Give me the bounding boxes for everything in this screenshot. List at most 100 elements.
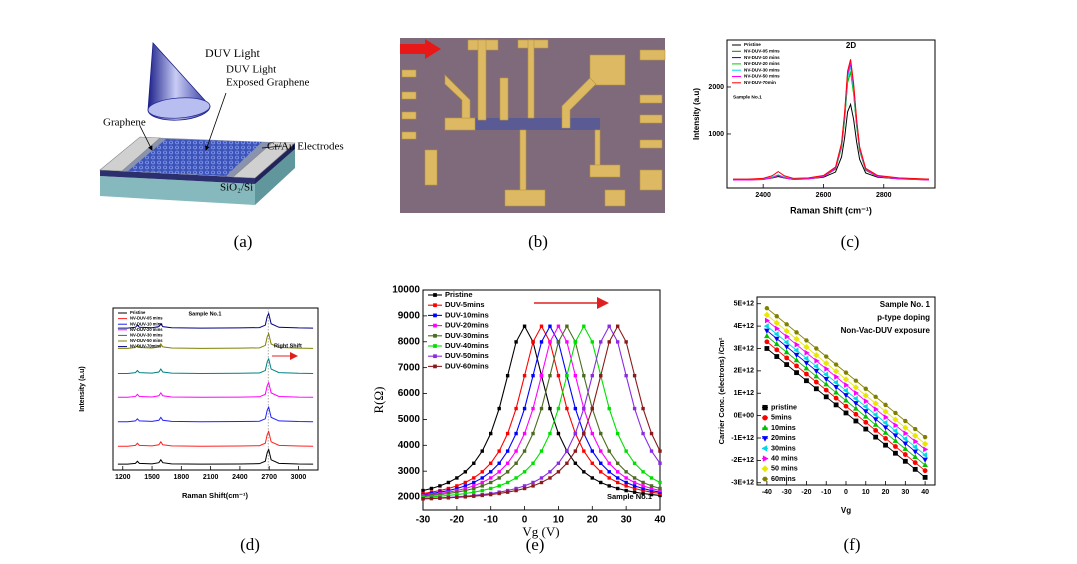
- annotation: Sample No.1: [607, 492, 652, 501]
- data-point: [843, 393, 849, 399]
- data-point: [590, 373, 594, 378]
- data-point: [823, 354, 829, 359]
- data-point: [862, 413, 869, 419]
- data-point: [472, 486, 476, 491]
- data-point: [615, 340, 620, 344]
- data-point: [615, 486, 620, 491]
- pad: [639, 139, 663, 149]
- data-point: [793, 357, 800, 363]
- data-point: [832, 379, 839, 386]
- data-point: [862, 392, 869, 399]
- x-tick-label: 2400: [232, 474, 248, 481]
- data-point: [823, 371, 829, 378]
- data-point: [632, 373, 637, 378]
- data-point: [522, 449, 527, 453]
- data-point: [582, 324, 586, 328]
- pad: [639, 114, 663, 124]
- x-tick-label: -20: [801, 489, 811, 496]
- data-point: [853, 405, 859, 411]
- y-tick-label: 4000: [398, 440, 421, 451]
- electrodes-label: Cr/Au Electrodes: [267, 141, 344, 153]
- data-point: [892, 416, 899, 423]
- panel-b: (b): [400, 38, 666, 251]
- data-point: [615, 480, 620, 485]
- data-point: [649, 449, 654, 453]
- x-axis-label: Vg (V): [522, 524, 559, 539]
- data-point: [833, 402, 839, 408]
- data-point: [497, 476, 501, 480]
- x-tick-label: 2400: [755, 192, 771, 199]
- legend-marker: [761, 465, 769, 473]
- x-tick-label: -30: [782, 489, 792, 496]
- x-tick-label: -10: [483, 515, 498, 526]
- legend-marker: [433, 344, 437, 348]
- pad: [589, 164, 621, 178]
- data-point: [843, 403, 849, 409]
- x-tick-label: 1500: [144, 474, 160, 481]
- data-point: [531, 484, 535, 488]
- series-line: [117, 448, 314, 465]
- data-point: [658, 449, 662, 453]
- caption: (c): [841, 232, 860, 251]
- data-point: [843, 370, 849, 375]
- legend-label: DUV-10mins: [445, 310, 489, 319]
- series-line: [117, 381, 314, 398]
- annotation: Sample No. 1: [880, 300, 931, 309]
- data-point: [803, 355, 809, 362]
- data-point: [632, 406, 637, 411]
- data-point: [853, 390, 860, 396]
- y-tick-label: 9000: [398, 311, 421, 322]
- pad: [401, 69, 417, 78]
- legend-marker: [762, 455, 769, 462]
- legend-label: NV-DUV-10 mins: [130, 321, 163, 326]
- data-point: [784, 333, 790, 340]
- legend-label: 50 mins: [771, 464, 798, 473]
- legend-label: DUV-50mins: [445, 351, 489, 360]
- data-point: [573, 431, 578, 436]
- data-point: [599, 431, 603, 436]
- data-point: [624, 373, 628, 378]
- data-point: [803, 360, 810, 366]
- y-tick-label: 5E+12: [734, 301, 755, 308]
- data-point: [813, 379, 819, 385]
- data-point: [565, 340, 569, 344]
- legend-label: NV-DUV-05 mins: [744, 49, 780, 54]
- data-point: [649, 488, 654, 493]
- data-point: [794, 363, 799, 369]
- legend-label: DUV-60mins: [445, 361, 489, 370]
- data-point: [882, 419, 888, 426]
- data-point: [902, 445, 909, 451]
- data-point: [446, 493, 451, 498]
- data-point: [573, 340, 578, 344]
- cone-base: [147, 97, 211, 119]
- data-point: [582, 373, 586, 378]
- data-point: [531, 480, 535, 485]
- data-point: [615, 461, 620, 465]
- legend-label: pristine: [771, 403, 797, 412]
- data-point: [497, 484, 501, 488]
- data-point: [463, 486, 468, 491]
- data-point: [852, 384, 860, 391]
- legend-marker: [433, 354, 437, 359]
- data-point: [823, 387, 829, 393]
- data-point: [607, 476, 611, 480]
- data-point: [649, 492, 654, 497]
- data-point: [803, 365, 810, 371]
- exposed-pointer: [205, 92, 227, 151]
- data-point: [421, 488, 425, 493]
- lead: [499, 77, 509, 121]
- data-point: [480, 470, 484, 474]
- x-tick-label: 20: [587, 515, 599, 526]
- caption: (d): [240, 535, 260, 554]
- legend-marker: [433, 333, 437, 338]
- data-point: [903, 430, 909, 437]
- legend-marker: [762, 415, 768, 421]
- data-point: [641, 486, 645, 491]
- data-point: [455, 476, 459, 480]
- y-tick-label: 0E+00: [734, 412, 755, 419]
- data-point: [632, 480, 637, 485]
- data-point: [489, 486, 493, 491]
- data-point: [813, 352, 820, 359]
- caption: (e): [526, 535, 545, 554]
